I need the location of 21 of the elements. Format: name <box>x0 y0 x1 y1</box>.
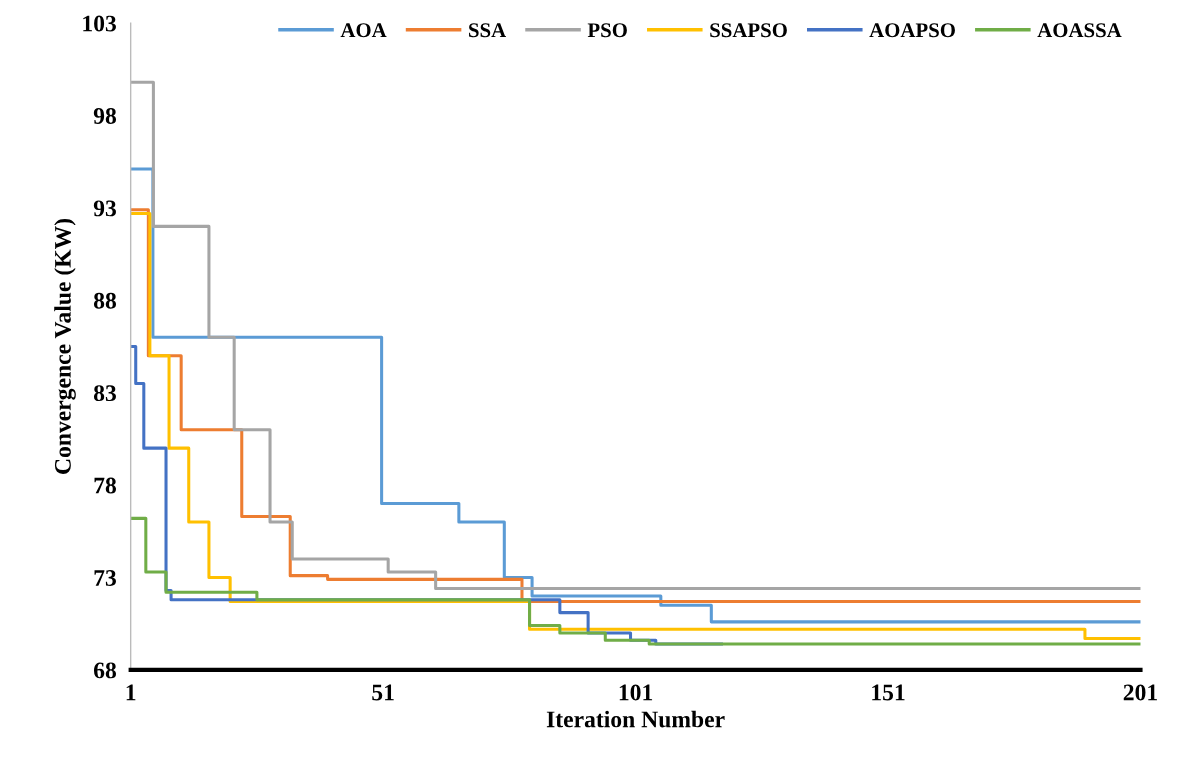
legend-label: SSAPSO <box>710 23 787 38</box>
legend-label: AOAPSO <box>869 23 955 38</box>
y-tick-label: 68 <box>93 662 117 679</box>
y-tick-label: 88 <box>93 292 117 309</box>
x-tick-label: 51 <box>372 684 394 701</box>
x-tick-label: 1 <box>126 684 136 701</box>
y-tick-label: 73 <box>94 570 116 586</box>
x-axis-title: Iteration Number <box>546 710 725 728</box>
y-tick-label: 98 <box>93 107 117 124</box>
y-tick-label: 93 <box>93 200 116 217</box>
legend-label: AOA <box>340 23 387 38</box>
x-tick-label: 151 <box>872 684 905 701</box>
x-tick-label: 201 <box>1123 684 1157 701</box>
y-tick-label: 103 <box>83 15 116 32</box>
y-tick-label: 83 <box>93 385 116 402</box>
legend-label: PSO <box>587 23 627 38</box>
y-axis-title: Convergence Value (KW) <box>54 218 76 474</box>
y-tick-label: 78 <box>94 477 117 494</box>
legend-label: AOASSA <box>1037 23 1122 38</box>
x-tick-label: 101 <box>619 684 653 701</box>
legend-label: SSA <box>469 23 507 38</box>
